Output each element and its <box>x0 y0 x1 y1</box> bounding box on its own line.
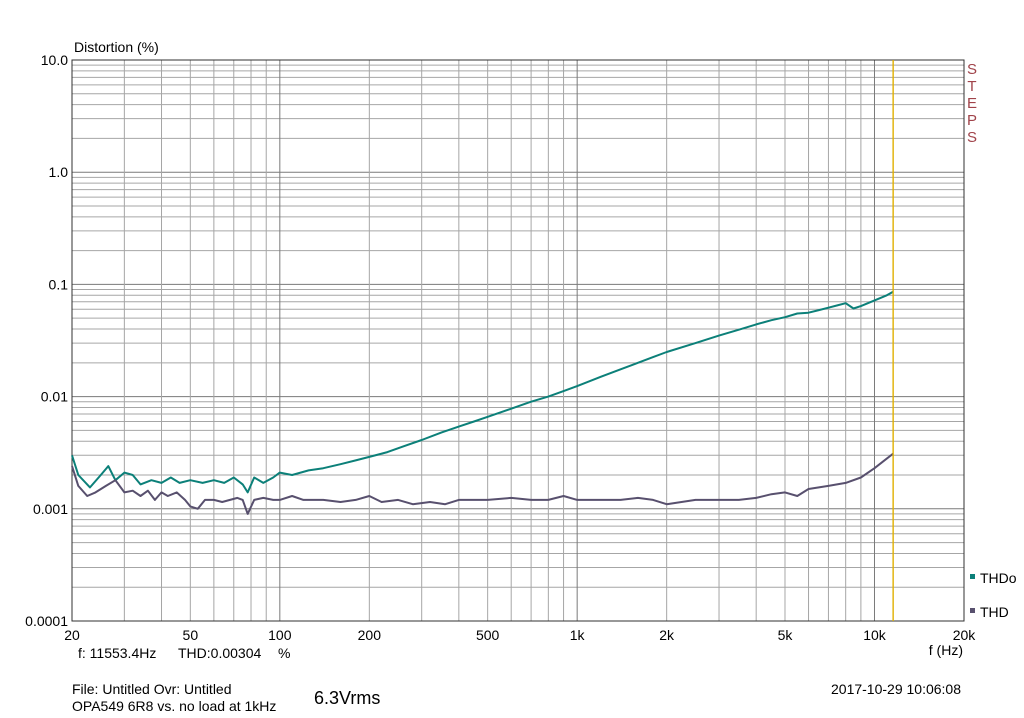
steps-letter: S <box>967 129 977 146</box>
steps-letter: T <box>967 78 976 95</box>
grid <box>71 60 965 622</box>
series-line-thd <box>71 452 894 515</box>
x-tick-label: 1k <box>570 627 586 643</box>
y-tick-label: 0.1 <box>49 276 69 292</box>
legend-swatch-thdo <box>970 574 975 579</box>
x-tick-label: 500 <box>476 627 500 643</box>
x-tick-label: 50 <box>183 627 199 643</box>
x-tick-label: 20k <box>953 627 977 643</box>
y-tick-label: 0.001 <box>33 501 68 517</box>
cursor-thd-readout: THD:0.00304 <box>178 645 262 661</box>
cursor-thd-unit: % <box>278 645 291 661</box>
cursor-frequency-readout: f: 11553.4Hz <box>78 645 157 661</box>
x-tick-label: 10k <box>863 627 887 643</box>
series-layer <box>71 290 894 515</box>
steps-letter: P <box>967 112 977 129</box>
output-level: 6.3Vrms <box>314 688 381 708</box>
x-tick-label: 200 <box>358 627 382 643</box>
series-line-thdo <box>71 290 894 494</box>
x-axis-ticks: 20 50 100 200 500 1k 2k 5k 10k 20k <box>64 627 976 643</box>
legend-swatch-thd <box>970 608 975 613</box>
y-tick-label: 1.0 <box>49 164 69 180</box>
measurement-description: OPA549 6R8 vs. no load at 1kHz <box>72 698 277 714</box>
y-tick-label: 0.01 <box>41 389 68 405</box>
y-tick-label: 0.0001 <box>25 613 68 629</box>
steps-letter: S <box>967 61 977 78</box>
legend-label-thdo: THDo <box>980 570 1017 586</box>
legend: THDo THD <box>970 570 1017 620</box>
x-tick-label: 100 <box>268 627 292 643</box>
y-axis-ticks: 10.0 1.0 0.1 0.01 0.001 0.0001 <box>25 52 68 629</box>
x-tick-label: 20 <box>64 627 80 643</box>
steps-letter: E <box>967 95 977 112</box>
y-tick-label: 10.0 <box>41 52 68 68</box>
x-tick-label: 5k <box>778 627 794 643</box>
file-info: File: Untitled Ovr: Untitled <box>72 681 232 697</box>
x-axis-label: f (Hz) <box>929 642 963 658</box>
plot-frame <box>71 59 965 622</box>
timestamp: 2017-10-29 10:06:08 <box>831 681 961 697</box>
x-tick-label: 2k <box>659 627 675 643</box>
legend-label-thd: THD <box>980 604 1009 620</box>
y-axis-label: Distortion (%) <box>74 39 159 55</box>
